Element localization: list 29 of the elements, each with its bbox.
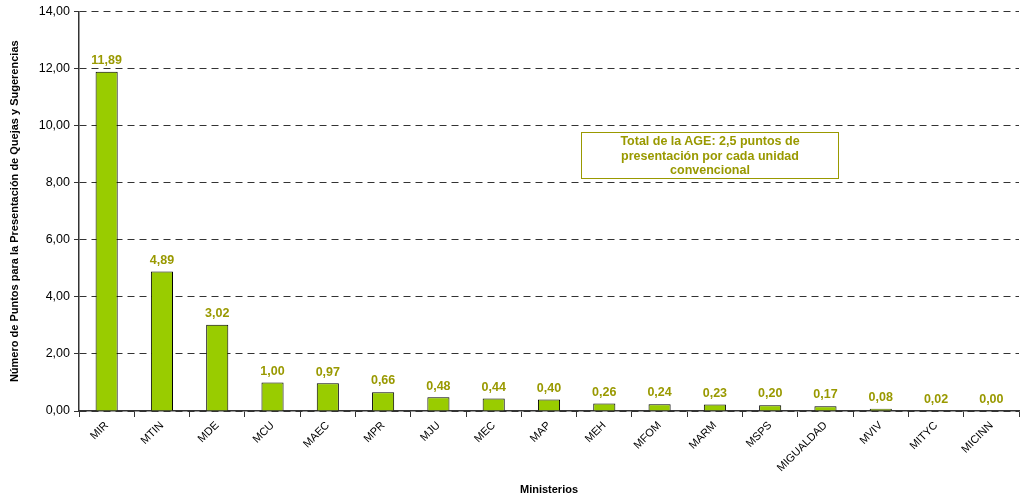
data-label: 0,00	[979, 392, 1004, 407]
data-label: 0,24	[647, 385, 672, 400]
data-label: 0,20	[758, 386, 783, 401]
y-axis-title: Número de Puntos para la Presentación de Quejas y Sugerencias	[7, 40, 20, 383]
y-tick-label: 2,00	[45, 346, 71, 361]
data-label: 0,02	[923, 391, 949, 406]
y-tick-label: 0,00	[45, 403, 71, 418]
data-label: 0,26	[592, 384, 617, 399]
data-label: 0,66	[370, 373, 396, 388]
data-label: 0,17	[813, 387, 838, 402]
y-tick-label: 14,00	[38, 3, 71, 18]
y-tick-label: 12,00	[38, 61, 71, 76]
data-label: 0,44	[481, 379, 506, 394]
data-label: 3,02	[205, 306, 230, 321]
data-label: 1,00	[260, 363, 285, 378]
data-label: 0,48	[426, 378, 451, 393]
y-tick-label: 10,00	[38, 118, 71, 133]
x-tick-label: MIR	[87, 418, 111, 442]
data-label: 11,89	[91, 52, 122, 67]
y-tick-label: 6,00	[45, 232, 71, 247]
data-label: 0,40	[536, 380, 562, 395]
annotation: Total de la AGE: 2,5 puntos de presentación por cada unidad convencional	[619, 134, 801, 178]
data-label: 0,08	[868, 389, 893, 404]
data-label: 4,89	[149, 252, 175, 267]
data-label: 0,23	[702, 385, 728, 400]
y-tick-label: 8,00	[45, 175, 71, 190]
data-label: 0,97	[315, 364, 341, 379]
y-tick-label: 4,00	[45, 289, 71, 304]
x-axis-title: Ministerios	[519, 483, 579, 496]
